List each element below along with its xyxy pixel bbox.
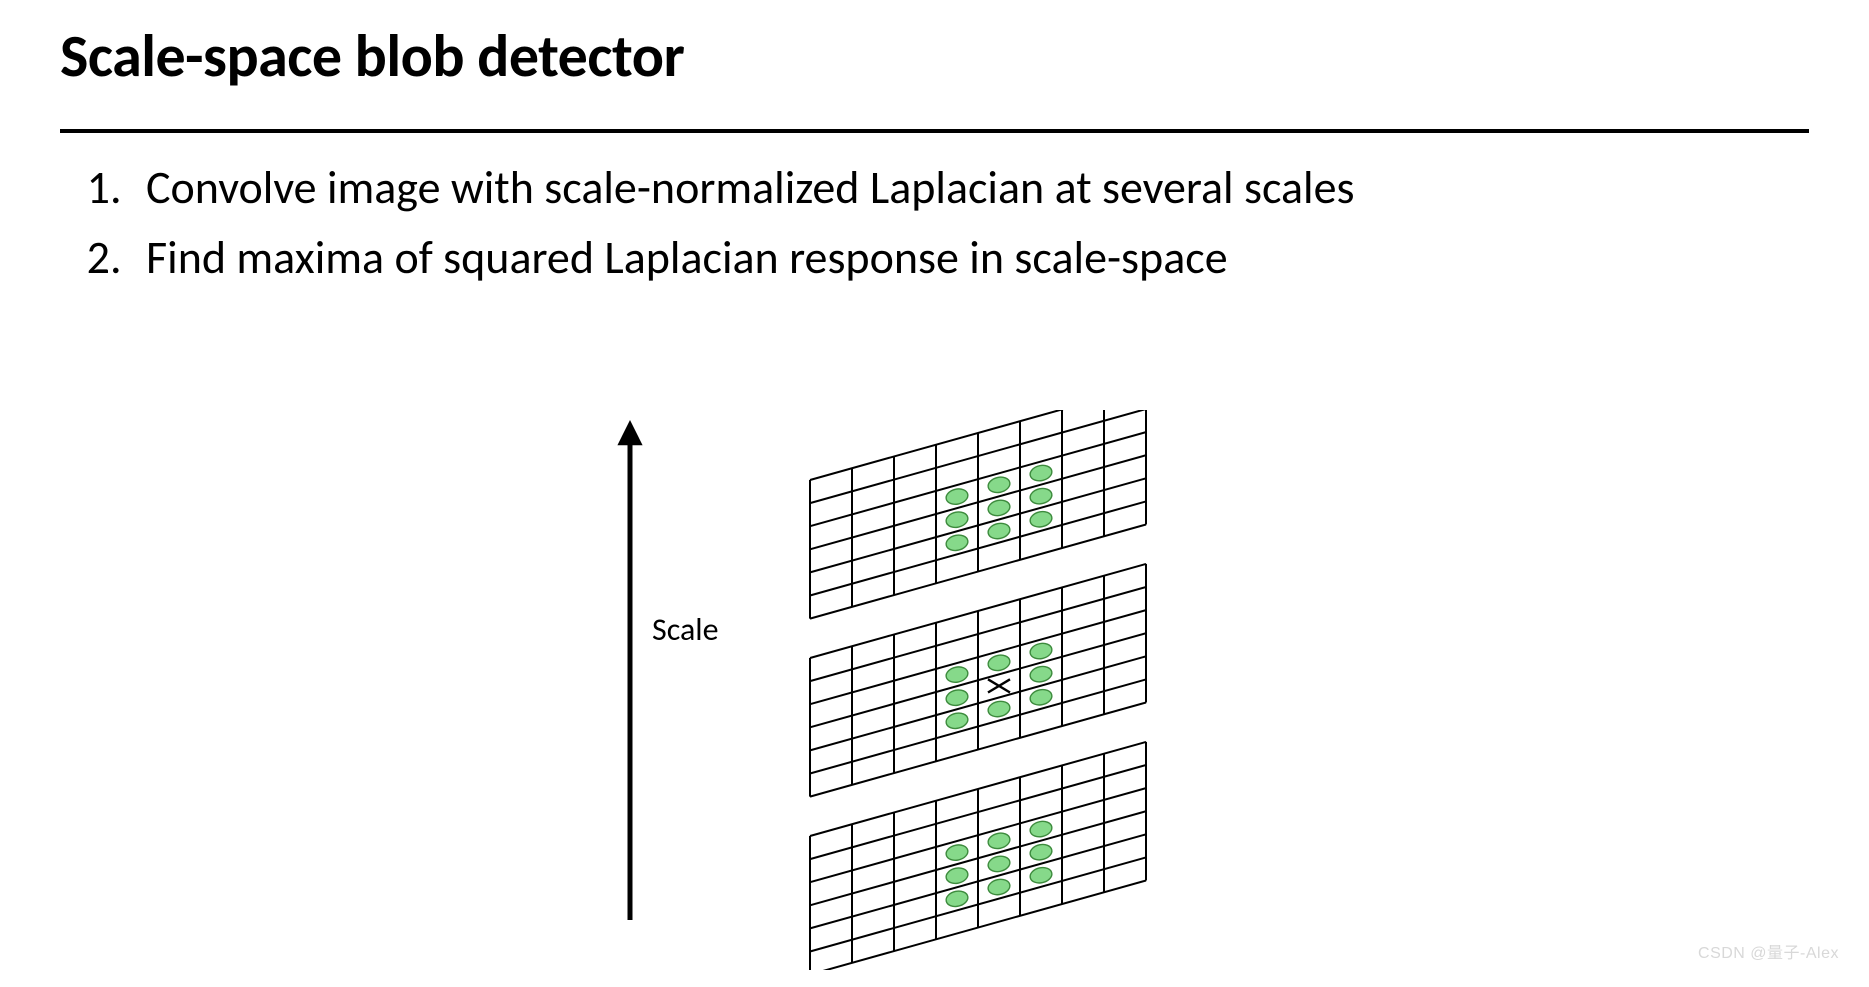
step-item: Convolve image with scale-normalized Lap… — [132, 157, 1809, 219]
slide: Scale-space blob detector Convolve image… — [0, 0, 1869, 987]
steps-list: Convolve image with scale-normalized Lap… — [60, 157, 1809, 289]
watermark: CSDN @量子-Alex — [1698, 939, 1839, 963]
title-divider — [60, 129, 1809, 133]
step-item: Find maxima of squared Laplacian respons… — [132, 227, 1809, 289]
diagram-svg — [560, 410, 1280, 970]
scale-axis-label: Scale — [652, 610, 719, 649]
scale-space-diagram: Scale — [560, 410, 1280, 940]
slide-title: Scale-space blob detector — [60, 20, 1809, 103]
